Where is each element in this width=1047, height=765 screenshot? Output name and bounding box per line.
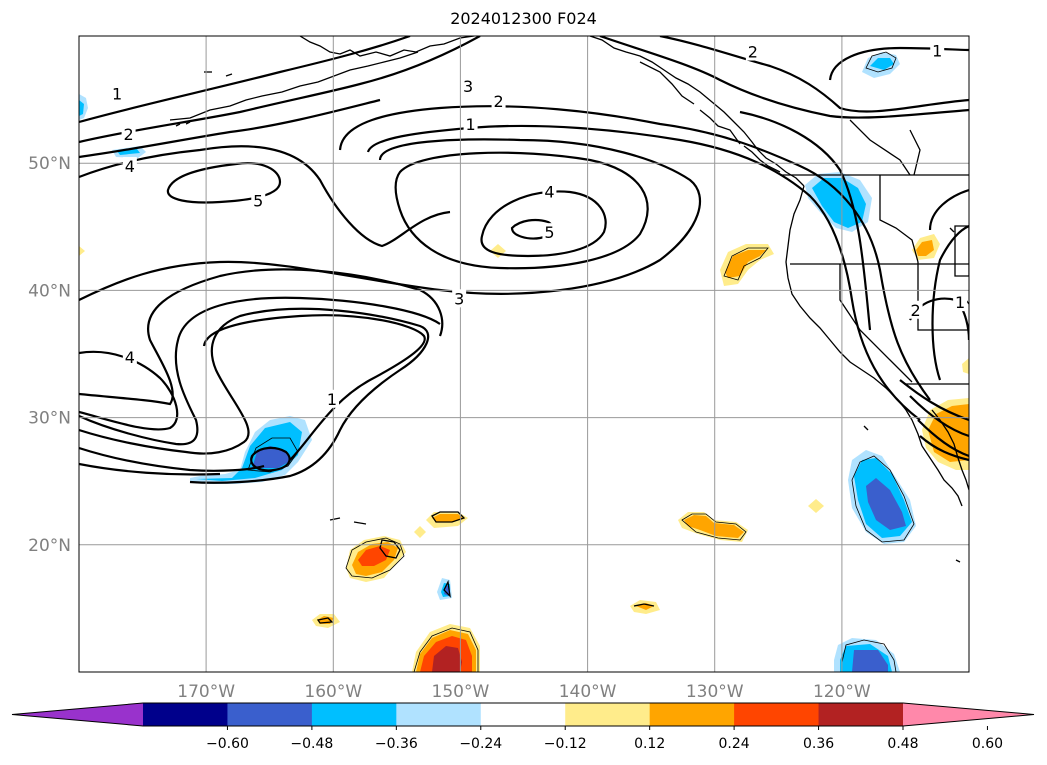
latitude-labels: 50°N 40°N 30°N 20°N — [28, 154, 71, 556]
contour-label: 2 — [911, 301, 921, 320]
colorbar: −0.60 −0.48 −0.36 −0.24 −0.12 0.12 0.24 0.36 0.4… — [11, 702, 1035, 752]
contour-label: 4 — [125, 348, 135, 367]
contour-label-bg — [908, 300, 923, 319]
contour-label: 1 — [932, 41, 942, 60]
contour-label: 1 — [955, 293, 965, 312]
contour-label-bg — [930, 41, 945, 60]
lon-tick-label: 120°W — [813, 682, 871, 702]
contour-label-bg — [461, 76, 476, 95]
lat-tick-label: 20°N — [28, 536, 71, 556]
contour-label: 5 — [544, 223, 554, 242]
contour-label-bg — [251, 191, 266, 210]
lon-tick-label: 160°W — [304, 682, 362, 702]
contour-label: 3 — [463, 77, 473, 96]
colorbar-tick-label: 0.48 — [887, 736, 918, 752]
colorbar-swatch — [734, 703, 820, 726]
contour-label: 1 — [327, 390, 337, 409]
colorbar-outline — [11, 702, 1035, 727]
colorbar-tick-label: −0.24 — [459, 736, 502, 752]
lon-tick-label: 130°W — [686, 682, 744, 702]
colorbar-tick-label: 0.12 — [634, 736, 665, 752]
contour-label: 2 — [493, 92, 503, 111]
contour-label-bg — [542, 182, 557, 201]
contour-label-bg — [491, 92, 506, 111]
chart-title: 2024012300 F024 — [450, 9, 597, 28]
contour-label: 3 — [454, 289, 464, 308]
colorbar-tick-label: 0.36 — [803, 736, 834, 752]
contour-label: 4 — [125, 157, 135, 176]
contour-label-bg — [452, 289, 467, 308]
lat-tick-label: 30°N — [28, 409, 71, 429]
colorbar-swatch — [311, 703, 397, 726]
lat-tick-label: 50°N — [28, 154, 71, 174]
longitude-labels: 170°W 160°W 150°W 140°W 130°W 120°W — [177, 682, 871, 702]
contour-label: 2 — [123, 125, 133, 144]
map-border — [78, 35, 970, 673]
contour-label-bg — [745, 42, 760, 61]
contour-label: 4 — [544, 182, 554, 201]
contour-label-bg — [463, 115, 478, 134]
colorbar-swatch — [396, 703, 482, 726]
colorbar-extend-high — [903, 703, 1034, 726]
lon-tick-label: 150°W — [432, 682, 490, 702]
contour-label-bg — [953, 293, 968, 312]
colorbar-swatch — [227, 703, 313, 726]
map-background — [79, 36, 969, 672]
lon-tick-label: 140°W — [559, 682, 617, 702]
contour-label: 1 — [466, 115, 476, 134]
colorbar-swatch — [565, 703, 651, 726]
contour-label-bg — [122, 157, 137, 176]
contour-label-bg — [325, 389, 340, 408]
contour-label-bg — [122, 347, 137, 366]
contour-label-bg — [542, 223, 557, 242]
gridlines — [79, 36, 969, 672]
colorbar-extend-low — [12, 703, 143, 726]
colorbar-tick-label: −0.60 — [206, 736, 249, 752]
lat-tick-label: 40°N — [28, 281, 71, 301]
colorbar-swatch — [649, 703, 735, 726]
colorbar-tick-label: −0.12 — [544, 736, 587, 752]
colorbar-swatch — [480, 703, 566, 726]
coastlines — [169, 36, 969, 624]
contour-label-bg — [121, 125, 136, 144]
colorbar-tick-label: −0.36 — [375, 736, 418, 752]
colorbar-swatch — [818, 703, 904, 726]
colorbar-tick-label: 0.60 — [972, 736, 1003, 752]
colorbar-tick-label: −0.48 — [290, 736, 333, 752]
contour-label: 1 — [112, 85, 122, 104]
contour-label-bg — [110, 84, 125, 103]
lon-tick-label: 170°W — [177, 682, 235, 702]
contour-label: 2 — [748, 43, 758, 62]
colorbar-swatch — [143, 703, 228, 726]
colorbar-tick-label: 0.24 — [719, 736, 750, 752]
contour-label: 5 — [253, 191, 263, 210]
